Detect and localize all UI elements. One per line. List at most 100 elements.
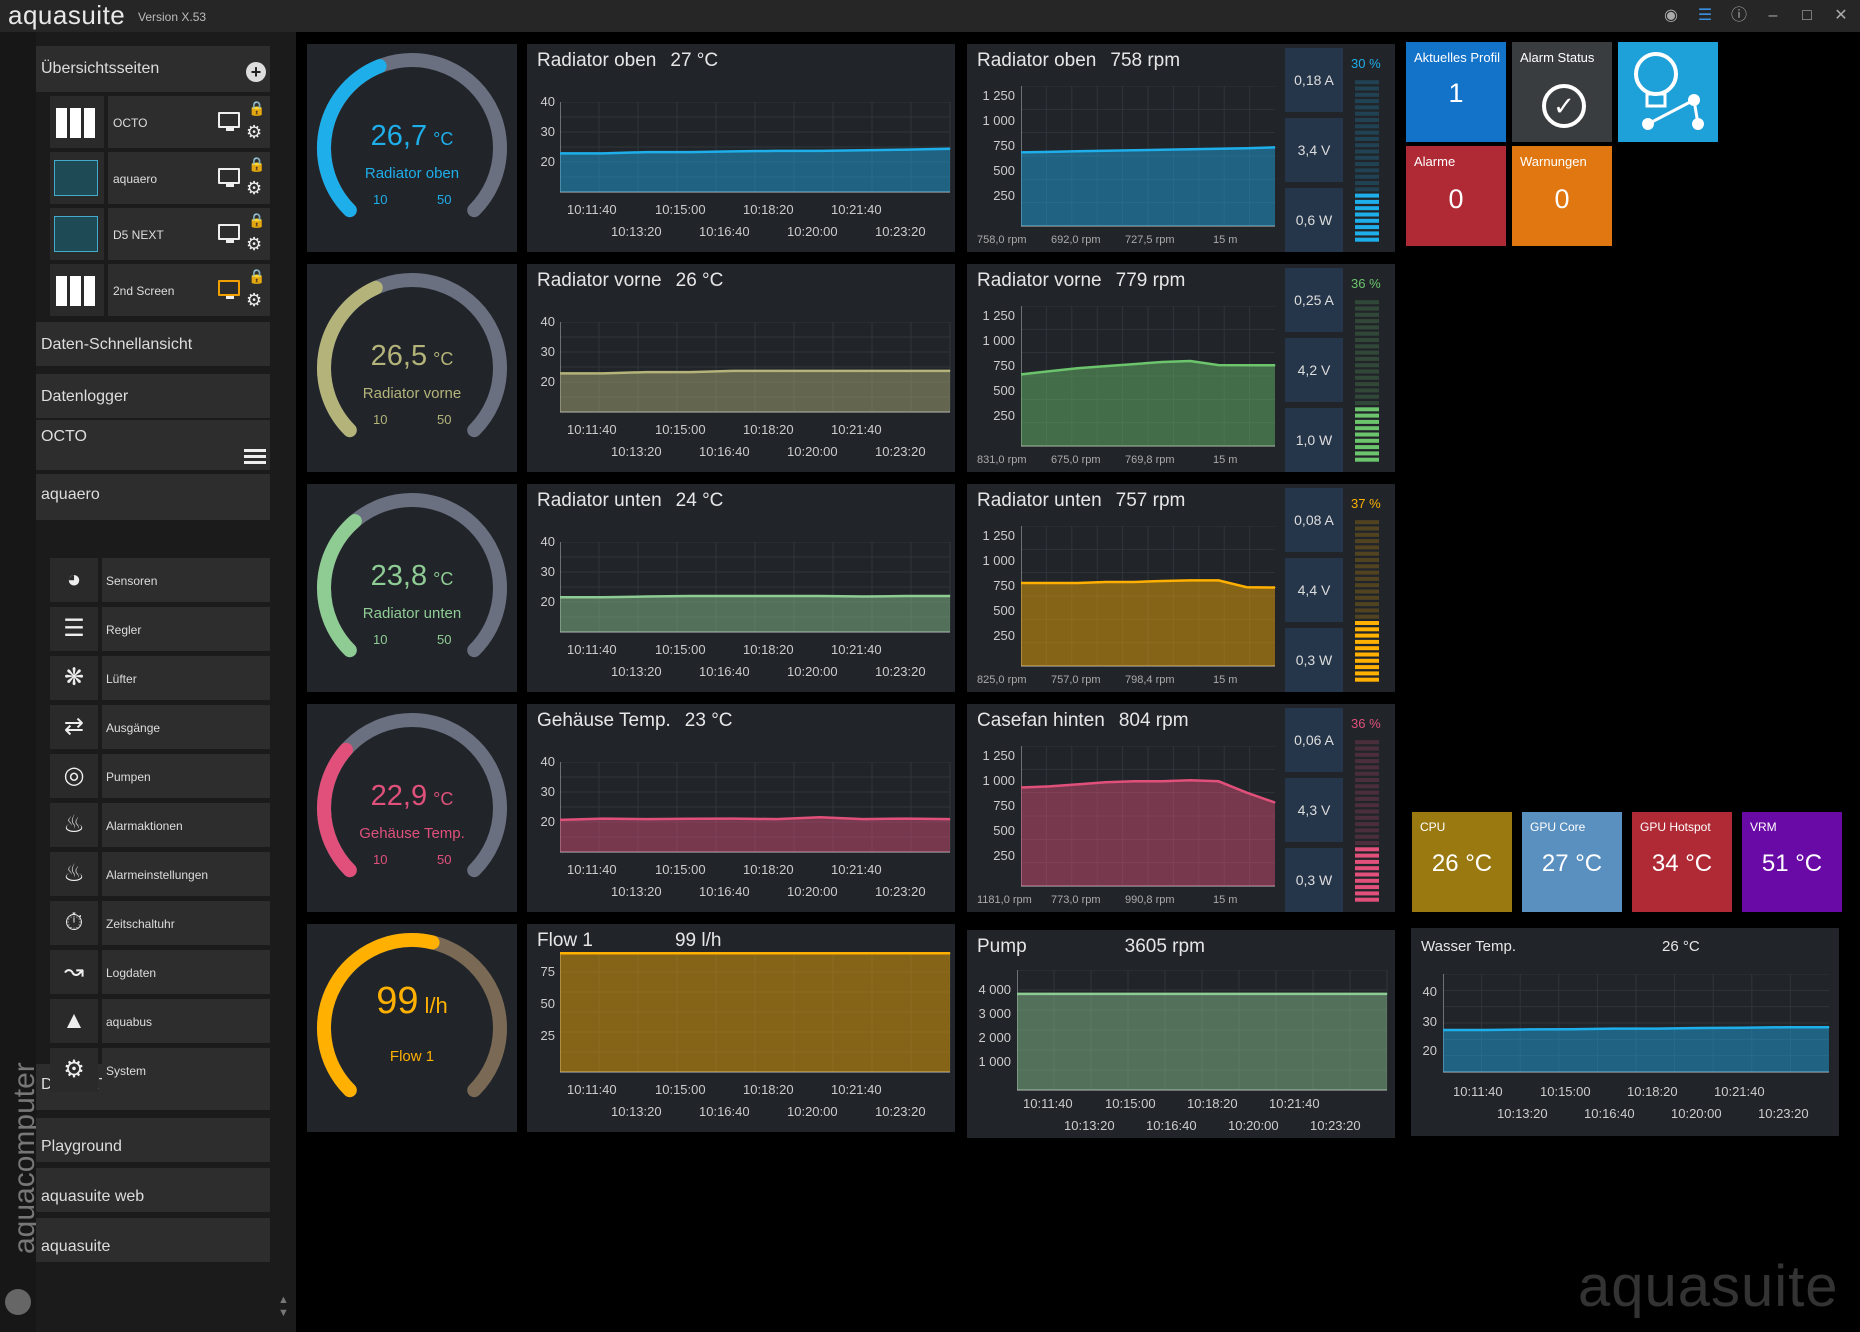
- x-tick-label: 10:21:40: [1714, 1084, 1765, 1099]
- aquaero-item-label: Alarmeinstellungen: [102, 852, 270, 896]
- monitor-active-icon[interactable]: [218, 280, 240, 299]
- lock-icon[interactable]: 🔒: [248, 156, 266, 172]
- aquaero-item-pumpen[interactable]: ◎ Pumpen: [50, 754, 270, 798]
- level-segment: [1355, 312, 1379, 317]
- add-page-icon[interactable]: +: [246, 62, 266, 82]
- aquaero-item-zeitschaltuhr[interactable]: ⏱ Zeitschaltuhr: [50, 901, 270, 945]
- aquaero-item-logdaten[interactable]: ↝ Logdaten: [50, 950, 270, 994]
- level-segment: [1355, 765, 1379, 770]
- temp-tile-vrm[interactable]: VRM 51 °C: [1742, 812, 1842, 912]
- level-segment: [1355, 589, 1379, 594]
- info-icon[interactable]: ⓘ: [1730, 7, 1747, 24]
- aquaero-item-ausgänge[interactable]: ⇄ Ausgänge: [50, 705, 270, 749]
- level-segment: [1355, 520, 1379, 525]
- gear-icon[interactable]: ⚙: [246, 234, 263, 254]
- x-tick-label: 10:21:40: [831, 422, 882, 437]
- gauge-label: Radiator unten: [362, 605, 462, 622]
- series-line: [1021, 359, 1275, 376]
- page-item-2nd-screen[interactable]: 2nd Screen 🔒 ⚙: [50, 264, 270, 316]
- gear-icon[interactable]: ⚙: [246, 122, 263, 142]
- nav-quick-view[interactable]: Daten-Schnellansicht: [36, 322, 270, 366]
- series-area: [560, 817, 950, 852]
- monitor-icon[interactable]: [218, 224, 240, 243]
- fan-stat: 692,0 rpm: [1051, 234, 1101, 246]
- monitor-icon[interactable]: [218, 112, 240, 131]
- gauge-value-number: 26,5: [370, 340, 428, 372]
- page-item-d5-next[interactable]: D5 NEXT 🔒 ⚙: [50, 208, 270, 260]
- series-point: [1048, 582, 1050, 584]
- x-tick-label: 10:20:00: [1228, 1118, 1279, 1133]
- camera-icon[interactable]: ◉: [1664, 7, 1678, 24]
- nav-aquaero[interactable]: aquaero: [36, 474, 270, 520]
- monitor-icon[interactable]: [218, 168, 240, 187]
- series-area: [1021, 780, 1275, 886]
- temp-tile-gpu-core[interactable]: GPU Core 27 °C: [1522, 812, 1622, 912]
- nav-label: aquasuite: [41, 1238, 111, 1255]
- x-tick-label: 10:13:20: [611, 664, 662, 679]
- lock-icon[interactable]: 🔒: [248, 212, 266, 228]
- nav-playground[interactable]: Playground: [36, 1118, 270, 1162]
- close-icon[interactable]: ✕: [1834, 7, 1848, 24]
- fan-stat: 15 m: [1213, 674, 1238, 686]
- aquaero-item-alarmeinstellungen[interactable]: ♨ Alarmeinstellungen: [50, 852, 270, 896]
- maximize-icon[interactable]: □: [1802, 7, 1812, 24]
- level-segment: [1355, 331, 1379, 336]
- series-point: [1345, 993, 1347, 995]
- y-tick-label: 40: [540, 534, 555, 549]
- page-item-octo[interactable]: OCTO 🔒 ⚙: [50, 96, 270, 148]
- lock-icon[interactable]: 🔒: [248, 100, 266, 116]
- level-segment: [1355, 652, 1379, 657]
- page-item-aquaero[interactable]: aquaero 🔒 ⚙: [50, 152, 270, 204]
- x-tick-label: 10:13:20: [1064, 1118, 1115, 1133]
- temp-tile-gpu-hotspot[interactable]: GPU Hotspot 34 °C: [1632, 812, 1732, 912]
- temp-chart-panel: Radiator oben 27 °C 40 30 20 10:11:40 10:15:00…: [527, 44, 955, 252]
- aquaero-item-sensoren[interactable]: ◕ Sensoren: [50, 558, 270, 602]
- layers-icon[interactable]: ☰: [1697, 7, 1713, 24]
- y-tick-label: 750: [993, 358, 1015, 373]
- chart-title: Flow 1 99 l/h: [537, 930, 721, 952]
- status-tile-3[interactable]: Warnungen 0: [1512, 146, 1612, 246]
- gauge-value-number: 22,9: [370, 780, 428, 812]
- sidebar-scroll[interactable]: ▲ ▼: [278, 1294, 289, 1319]
- aquaero-item-alarmaktionen[interactable]: ♨ Alarmaktionen: [50, 803, 270, 847]
- aquaero-item-lüfter[interactable]: ❋ Lüfter: [50, 656, 270, 700]
- fan-percent: 30 %: [1351, 56, 1381, 71]
- temp-tile-cpu[interactable]: CPU 26 °C: [1412, 812, 1512, 912]
- nav-aquasuite-web[interactable]: aquasuite web: [36, 1168, 270, 1212]
- nav-overview[interactable]: Übersichtsseiten +: [36, 46, 270, 92]
- level-segment: [1355, 752, 1379, 757]
- nav-octo[interactable]: OCTO: [36, 420, 270, 470]
- minimize-icon[interactable]: –: [1768, 7, 1778, 24]
- y-tick-label: 30: [540, 784, 555, 799]
- y-tick-label: 20: [540, 154, 555, 169]
- y-tick-label: 750: [993, 138, 1015, 153]
- series-point: [689, 952, 691, 954]
- nav-aquasuite[interactable]: aquasuite: [36, 1218, 270, 1262]
- brand-logo-icon: [5, 1289, 31, 1315]
- chart-title: Gehäuse Temp. 23 °C: [537, 710, 733, 732]
- x-tick-label: 10:16:40: [1146, 1118, 1197, 1133]
- aquaero-item-regler[interactable]: ☰ Regler: [50, 607, 270, 651]
- series-point: [560, 952, 561, 954]
- nav-datalogger[interactable]: Datenlogger: [36, 374, 270, 418]
- gauge-dial: [317, 493, 507, 658]
- series-point: [1105, 581, 1107, 583]
- gear-icon[interactable]: ⚙: [246, 290, 263, 310]
- status-tile-0[interactable]: Aktuelles Profil 1: [1406, 42, 1506, 142]
- lightbulb-network-icon[interactable]: [1618, 42, 1718, 142]
- gear-icon[interactable]: ⚙: [246, 178, 263, 198]
- level-segment: [1355, 872, 1379, 877]
- status-tile-1[interactable]: Alarm Status ✓: [1512, 42, 1612, 142]
- series-point: [862, 370, 864, 372]
- series-point: [1180, 993, 1182, 995]
- device-settings-icon[interactable]: [244, 446, 266, 464]
- nav-overview-label: Übersichtsseiten: [41, 60, 160, 77]
- aquaero-item-system[interactable]: ⚙ System: [50, 1048, 270, 1092]
- x-tick-label: 10:11:40: [567, 862, 617, 877]
- status-tile-2[interactable]: Alarme 0: [1406, 146, 1506, 246]
- series-point: [862, 149, 864, 151]
- x-tick-label: 10:23:20: [1310, 1118, 1361, 1133]
- aquaero-item-aquabus[interactable]: ▲ aquabus: [50, 999, 270, 1043]
- level-segment: [1355, 665, 1379, 670]
- lock-icon[interactable]: 🔒: [248, 268, 266, 284]
